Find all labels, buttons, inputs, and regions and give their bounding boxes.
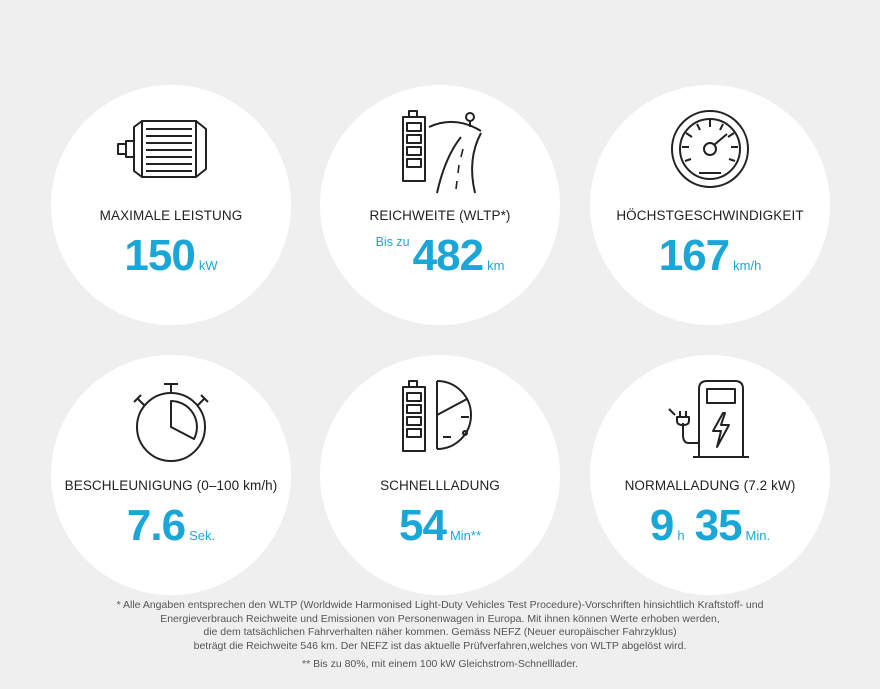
stopwatch-icon (116, 377, 226, 467)
card-unit-minutes: Min. (745, 528, 771, 543)
card-value: 167 (658, 231, 730, 280)
card-unit: Min** (449, 528, 482, 543)
card-beschleunigung: BESCHLEUNIGUNG (0–100 km/h) 7.6 Sek. (51, 355, 291, 595)
card-unit-hours: h (677, 528, 685, 543)
card-unit: km (487, 258, 505, 273)
footnote-line: Energieverbrauch Reichweite und Emission… (160, 612, 720, 625)
card-value-minutes: 35 (694, 501, 743, 550)
card-value-group: 9 h 35 Min. (590, 501, 830, 551)
footnote-line: * Alle Angaben entsprechen den WLTP (Wor… (116, 599, 764, 611)
card-value-hours: 9 (649, 501, 675, 550)
card-label: SCHNELLLADUNG (380, 478, 500, 493)
card-value-group: Bis zu482 km (320, 231, 560, 281)
footnote-line: die dem tatsächlichen Fahrverhalten nähe… (203, 626, 677, 638)
card-prefix: Bis zu (375, 235, 410, 249)
speedometer-icon (655, 107, 765, 197)
card-maximale-leistung: MAXIMALE LEISTUNG 150 kW (51, 85, 291, 325)
card-value: 7.6 (126, 501, 186, 550)
battery-fast-charge-icon (385, 377, 495, 467)
card-value-group: 7.6 Sek. (51, 501, 291, 551)
card-label: REICHWEITE (WLTP*) (369, 208, 511, 223)
card-value-group: 150 kW (51, 231, 291, 281)
footnote: * Alle Angaben entsprechen den WLTP (Wor… (20, 599, 860, 672)
card-normalladung: NORMALLADUNG (7.2 kW) 9 h 35 Min. (590, 355, 830, 595)
card-reichweite: REICHWEITE (WLTP*) Bis zu482 km (320, 85, 560, 325)
card-value: 150 (124, 231, 195, 280)
card-label: MAXIMALE LEISTUNG (99, 208, 243, 223)
electric-motor-icon (116, 107, 226, 197)
footnote-wltp: * Alle Angaben entsprechen den WLTP (Wor… (20, 599, 860, 653)
card-label: NORMALLADUNG (7.2 kW) (624, 478, 796, 493)
card-hoechstgeschwindigkeit: HÖCHSTGESCHWINDIGKEIT 167 km/h (590, 85, 830, 325)
card-unit: kW (198, 258, 218, 273)
card-value-group: 54 Min** (320, 501, 560, 551)
card-label: HÖCHSTGESCHWINDIGKEIT (616, 208, 804, 223)
card-label: BESCHLEUNIGUNG (0–100 km/h) (64, 478, 278, 493)
card-unit: km/h (733, 258, 762, 273)
battery-road-icon (385, 107, 495, 197)
card-schnellladung: SCHNELLLADUNG 54 Min** (320, 355, 560, 595)
card-value: 482 (412, 231, 484, 280)
footnote-line: beträgt die Reichweite 546 km. Der NEFZ … (193, 639, 687, 652)
card-unit: Sek. (189, 528, 216, 543)
card-value: 54 (398, 501, 447, 550)
charging-station-icon (655, 377, 765, 467)
footnote-fast-charge: ** Bis zu 80%, mit einem 100 kW Gleichst… (301, 658, 579, 670)
card-value-group: 167 km/h (590, 231, 830, 281)
